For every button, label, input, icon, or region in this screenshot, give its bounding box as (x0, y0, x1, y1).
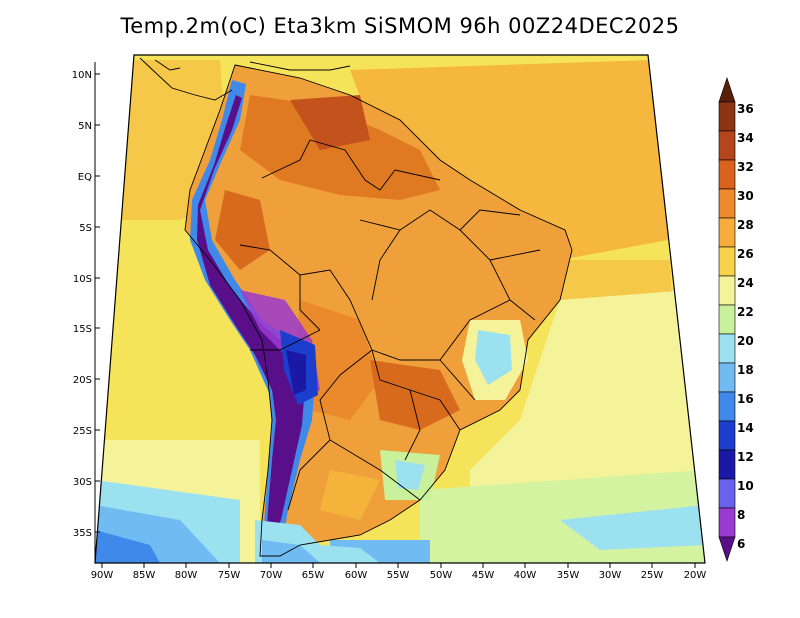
colorbar-segment (718, 304, 736, 335)
colorbar-segment (718, 391, 736, 422)
colorbar-segment (718, 449, 736, 480)
colorbar-segment (718, 275, 736, 306)
temperature-field (95, 55, 705, 563)
colorbar-segment (718, 246, 736, 277)
colorbar-segment (718, 507, 736, 538)
map-frame (94, 54, 706, 564)
map-title: Temp.2m(oC) Eta3km SiSMOM 96h 00Z24DEC20… (120, 14, 680, 38)
colorbar-label: 36 (737, 102, 754, 116)
lon-label: 75W (218, 570, 241, 581)
lat-label: 30S (73, 477, 92, 488)
colorbar-label: 22 (737, 305, 754, 319)
colorbar-segment (718, 362, 736, 393)
colorbar-segment (718, 159, 736, 190)
colorbar-segment (718, 188, 736, 219)
colorbar-segment (718, 101, 736, 132)
lat-label: 10N (72, 70, 92, 81)
lon-label: 85W (133, 570, 156, 581)
lon-label: 35W (557, 570, 580, 581)
lat-label: 15S (73, 324, 92, 335)
lon-label: 90W (91, 570, 114, 581)
lat-label: 5N (78, 121, 92, 132)
colorbar-labels: 36 34 32 30 28 26 24 22 20 18 16 14 12 1… (737, 102, 754, 551)
colorbar (718, 77, 736, 562)
colorbar-label: 18 (737, 363, 754, 377)
colorbar-label: 24 (737, 276, 754, 290)
lon-label: 55W (387, 570, 410, 581)
colorbar-label: 32 (737, 160, 754, 174)
colorbar-segment (718, 130, 736, 161)
lat-label: 10S (73, 274, 92, 285)
central-america-coast (139, 57, 351, 101)
colorbar-label: 12 (737, 450, 754, 464)
lon-label: 80W (175, 570, 198, 581)
lon-label: 45W (472, 570, 495, 581)
lon-label: 40W (514, 570, 537, 581)
colorbar-bottom-triangle (718, 536, 736, 562)
lon-label: 65W (302, 570, 325, 581)
latitude-axis: 10N 5N EQ 5S 10S 15S 20S 25S 30S 35S (72, 70, 100, 539)
colorbar-segment (718, 217, 736, 248)
lat-label: 20S (73, 375, 92, 386)
lon-label: 70W (260, 570, 283, 581)
lat-label: EQ (78, 172, 92, 183)
country-borders (184, 64, 573, 557)
colorbar-label: 16 (737, 392, 754, 406)
lon-label: 20W (684, 570, 707, 581)
colorbar-label: 10 (737, 479, 754, 493)
colorbar-segment (718, 420, 736, 451)
colorbar-label: 20 (737, 334, 754, 348)
lat-label: 5S (79, 223, 92, 234)
colorbar-segment (718, 333, 736, 364)
lon-label: 25W (641, 570, 664, 581)
colorbar-top-triangle (718, 77, 736, 103)
longitude-axis: 90W 85W 80W 75W 70W 65W 60W 55W 50W 45W … (91, 563, 707, 581)
colorbar-label: 28 (737, 218, 754, 232)
colorbar-label: 34 (737, 131, 754, 145)
colorbar-label: 14 (737, 421, 754, 435)
lon-label: 50W (430, 570, 453, 581)
lon-label: 30W (599, 570, 622, 581)
colorbar-label: 6 (737, 537, 745, 551)
lat-label: 35S (73, 528, 92, 539)
colorbar-label: 26 (737, 247, 754, 261)
lon-label: 60W (345, 570, 368, 581)
colorbar-label: 30 (737, 189, 754, 203)
colorbar-label: 8 (737, 508, 745, 522)
lat-label: 25S (73, 426, 92, 437)
colorbar-segment (718, 478, 736, 509)
